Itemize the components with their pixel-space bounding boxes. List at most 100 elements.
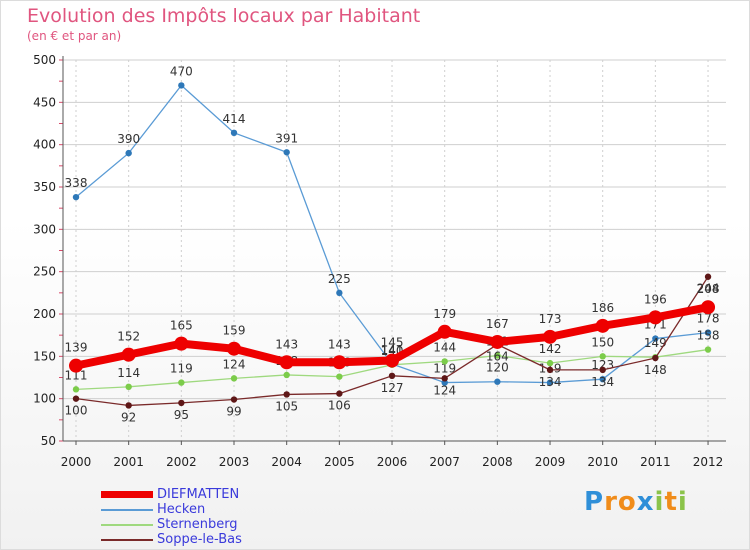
legend-label-soppe-le-bas: Soppe-le-Bas — [157, 532, 242, 547]
x-tick-label-2009: 2009 — [535, 455, 566, 469]
proxiti-logo: Proxiti — [584, 487, 688, 517]
data-label-diefmatten-2001: 152 — [117, 330, 140, 344]
x-tick-label-2011: 2011 — [640, 455, 671, 469]
x-tick-label-2004: 2004 — [271, 455, 302, 469]
y-tick-label-50: 50 — [41, 434, 56, 448]
point-diefmatten-2009 — [543, 329, 558, 344]
point-diefmatten-2002 — [174, 336, 189, 351]
data-label-soppe-le-bas-2003: 99 — [226, 405, 241, 419]
data-label-sternenberg-2010: 150 — [591, 335, 614, 349]
data-label-hecken-2008: 120 — [486, 361, 509, 375]
x-tick-label-2001: 2001 — [113, 455, 144, 469]
point-diefmatten-2007 — [437, 324, 452, 339]
point-diefmatten-2008 — [490, 334, 505, 349]
data-label-diefmatten-2006: 145 — [381, 336, 404, 350]
logo-letter: t — [664, 487, 678, 517]
point-hecken-2001 — [125, 149, 132, 157]
legend-label-sternenberg: Sternenberg — [157, 517, 238, 532]
y-tick-label-150: 150 — [33, 349, 56, 363]
data-label-diefmatten-2002: 165 — [170, 319, 193, 333]
data-label-sternenberg-2011: 149 — [644, 336, 667, 350]
point-diefmatten-2012 — [701, 300, 716, 315]
data-label-soppe-le-bas-2010: 134 — [591, 375, 614, 389]
point-sternenberg-2008 — [494, 352, 501, 359]
point-soppe-le-bas-2003 — [230, 396, 238, 403]
logo-letter: i — [677, 487, 688, 517]
data-label-sternenberg-2002: 119 — [170, 362, 193, 376]
data-label-hecken-2007: 119 — [433, 362, 456, 376]
logo-letter: o — [617, 487, 637, 517]
point-diefmatten-2004 — [279, 355, 294, 370]
chart-subtitle: (en € et par an) — [27, 29, 122, 43]
y-tick-label-350: 350 — [33, 180, 56, 194]
data-label-hecken-2002: 470 — [170, 64, 193, 78]
chart-title: Evolution des Impôts locaux par Habitant — [27, 5, 421, 27]
x-tick-label-2008: 2008 — [482, 455, 513, 469]
data-label-hecken-2004: 391 — [275, 131, 298, 145]
logo-letter: P — [584, 487, 605, 517]
point-diefmatten-2010 — [595, 318, 610, 333]
data-label-soppe-le-bas-2009: 134 — [539, 375, 562, 389]
data-label-diefmatten-2009: 173 — [539, 312, 562, 326]
legend-label-diefmatten: DIEFMATTEN — [157, 487, 240, 502]
data-label-soppe-le-bas-2011: 148 — [644, 363, 667, 377]
y-tick-label-450: 450 — [33, 95, 56, 109]
legend-swatch-hecken — [101, 509, 153, 511]
data-label-soppe-le-bas-2006: 127 — [381, 381, 404, 395]
data-label-diefmatten-2005: 143 — [328, 337, 351, 351]
logo-letter: x — [636, 487, 655, 517]
x-tick-label-2000: 2000 — [61, 455, 92, 469]
y-tick-label-400: 400 — [33, 138, 56, 152]
data-label-soppe-le-bas-2000: 100 — [65, 404, 88, 418]
data-label-soppe-le-bas-2002: 95 — [174, 408, 189, 422]
y-tick-label-200: 200 — [33, 307, 56, 321]
data-label-hecken-2001: 390 — [117, 132, 140, 146]
point-diefmatten-2011 — [648, 310, 663, 325]
data-label-sternenberg-2003: 124 — [223, 357, 246, 371]
y-tick-label-500: 500 — [33, 53, 56, 67]
data-label-soppe-le-bas-2007: 124 — [433, 383, 456, 397]
data-label-hecken-2012: 178 — [697, 312, 720, 326]
data-label-diefmatten-2008: 167 — [486, 317, 509, 331]
data-label-diefmatten-2012: 208 — [697, 282, 720, 296]
data-label-diefmatten-2010: 186 — [591, 301, 614, 315]
point-soppe-le-bas-2007 — [441, 375, 448, 382]
data-label-sternenberg-2012: 158 — [697, 329, 720, 343]
data-label-sternenberg-2000: 111 — [65, 368, 88, 382]
point-sternenberg-2005 — [336, 373, 343, 380]
data-label-diefmatten-2000: 139 — [65, 341, 88, 355]
point-sternenberg-2009 — [546, 359, 554, 367]
point-hecken-2004 — [283, 149, 290, 156]
point-sternenberg-2001 — [125, 383, 132, 391]
point-sternenberg-2004 — [283, 371, 290, 379]
point-soppe-le-bas-2009 — [546, 366, 554, 374]
point-hecken-2008 — [494, 378, 501, 385]
point-sternenberg-2000 — [72, 386, 80, 393]
point-hecken-2003 — [230, 129, 238, 137]
x-tick-label-2012: 2012 — [693, 455, 724, 469]
data-label-hecken-2000: 338 — [65, 176, 88, 190]
point-soppe-le-bas-2010 — [599, 366, 606, 374]
data-label-soppe-le-bas-2005: 106 — [328, 399, 351, 413]
logo-letter: r — [604, 487, 618, 517]
legend-swatch-sternenberg — [101, 524, 153, 526]
x-tick-label-2010: 2010 — [587, 455, 618, 469]
y-tick-label-100: 100 — [33, 392, 56, 406]
point-diefmatten-2001 — [121, 347, 136, 362]
point-soppe-le-bas-2000 — [72, 395, 80, 402]
point-soppe-le-bas-2006 — [388, 372, 396, 380]
data-label-soppe-le-bas-2004: 105 — [275, 399, 298, 413]
y-tick-label-250: 250 — [33, 265, 56, 279]
point-soppe-le-bas-2002 — [178, 399, 185, 407]
point-soppe-le-bas-2001 — [125, 402, 132, 409]
point-sternenberg-2010 — [599, 353, 606, 360]
data-label-sternenberg-2007: 144 — [433, 340, 456, 354]
point-soppe-le-bas-2011 — [652, 354, 659, 362]
data-label-diefmatten-2011: 196 — [644, 292, 667, 306]
point-sternenberg-2003 — [230, 375, 238, 382]
x-tick-label-2006: 2006 — [377, 455, 408, 469]
point-soppe-le-bas-2004 — [283, 391, 290, 398]
point-diefmatten-2000 — [69, 358, 83, 373]
x-tick-label-2002: 2002 — [166, 455, 197, 469]
x-tick-label-2003: 2003 — [219, 455, 250, 469]
